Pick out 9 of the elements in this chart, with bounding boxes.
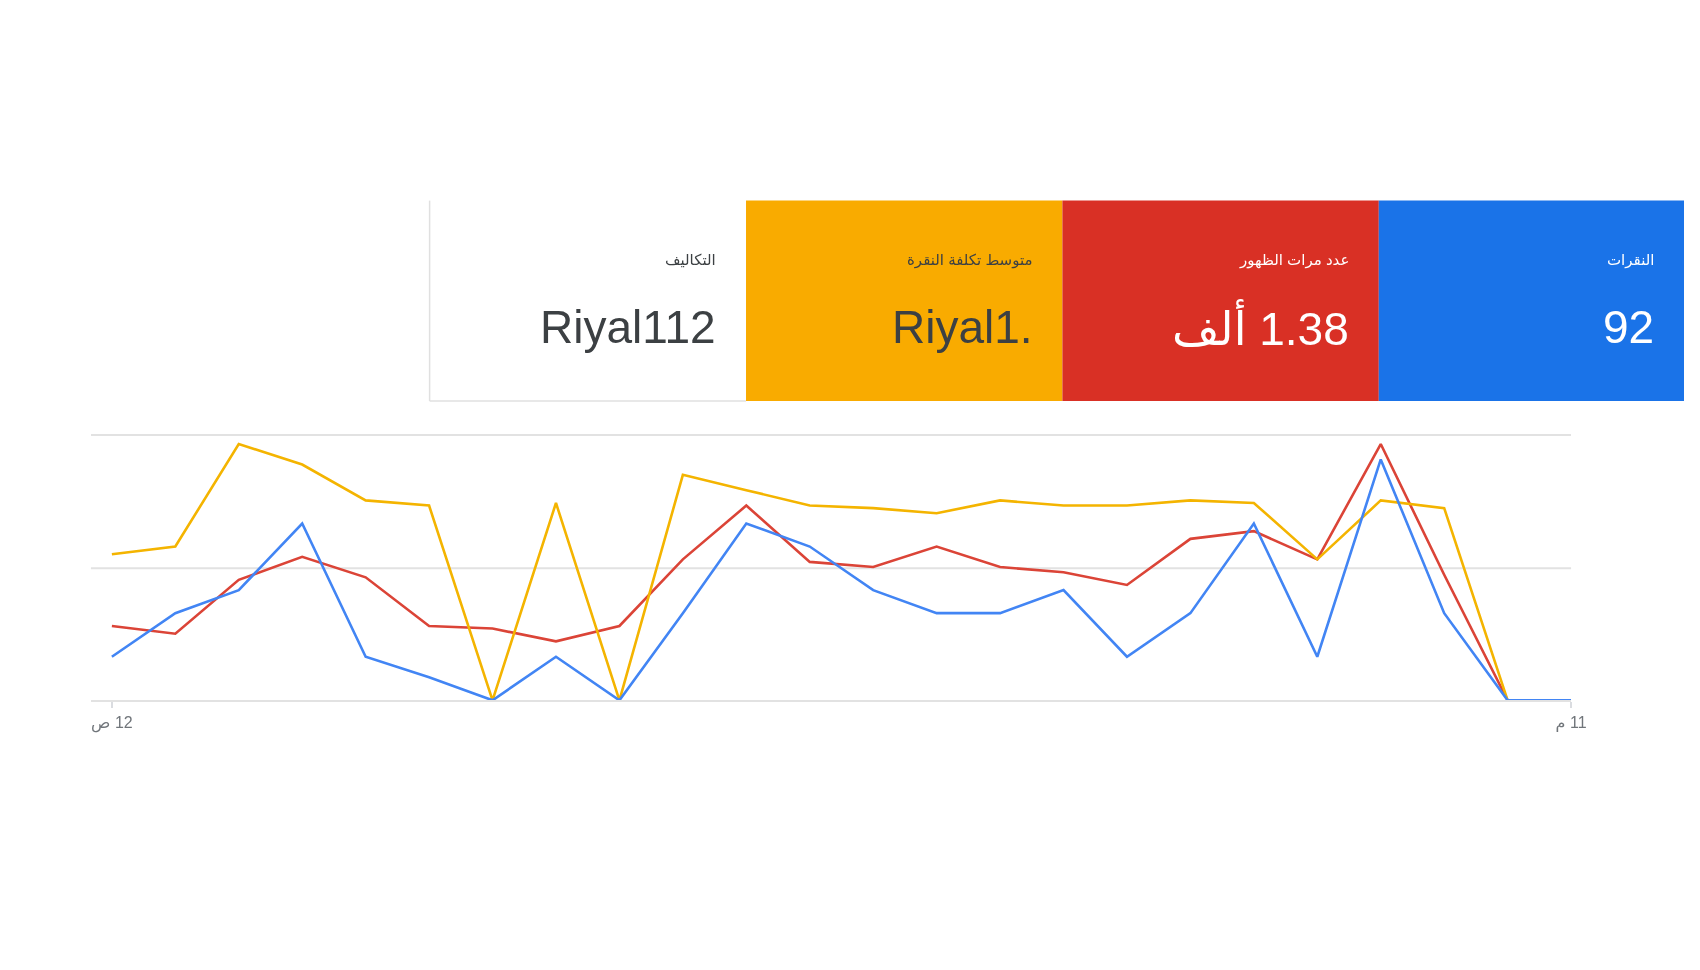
x-tick-label: 12 ص <box>91 713 133 733</box>
text: 92 <box>1603 301 1655 353</box>
category-label: النقرات <box>1607 251 1655 269</box>
category-label: متوسط تكلفة النقرة <box>907 251 1033 269</box>
category-label: عدد مرات الظهور <box>1239 251 1350 269</box>
text: Riyal112 <box>540 301 716 353</box>
text: Riyal1. <box>892 301 1033 353</box>
x-tick-label: 11 م <box>1555 713 1587 732</box>
category-label: التكاليف <box>665 251 716 268</box>
